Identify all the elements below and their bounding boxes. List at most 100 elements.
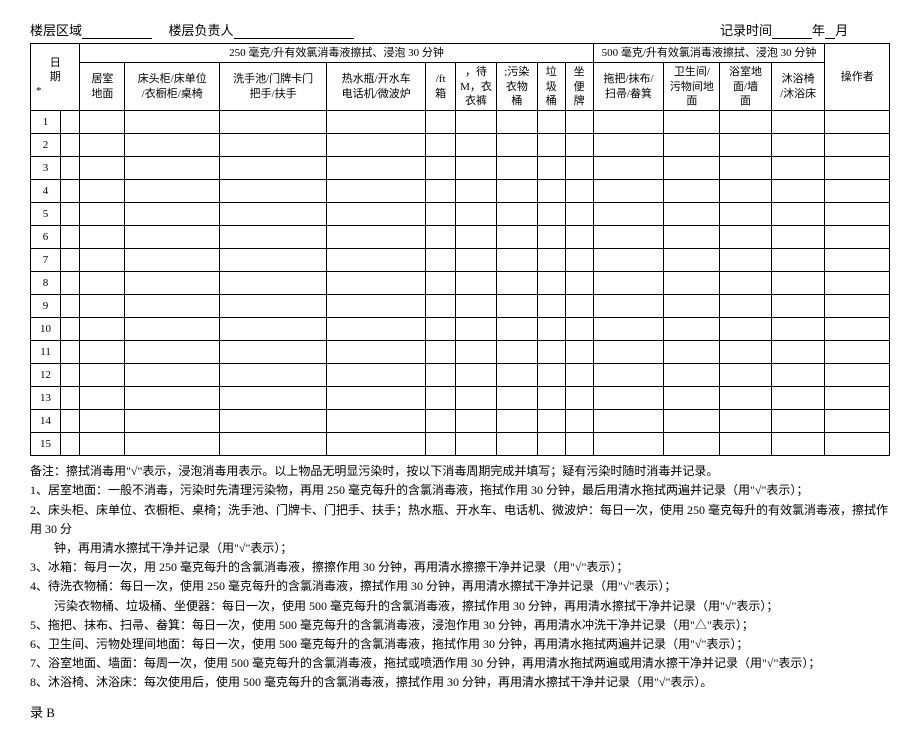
cell — [456, 295, 497, 318]
cell — [593, 180, 664, 203]
cell — [426, 387, 456, 410]
cell — [825, 272, 890, 295]
cell — [593, 157, 664, 180]
cell — [565, 249, 593, 272]
col-g1-0: 居室 地面 — [80, 63, 125, 111]
cell — [771, 249, 825, 272]
cell — [327, 295, 426, 318]
cell — [456, 318, 497, 341]
cell — [771, 180, 825, 203]
cell — [565, 295, 593, 318]
cell — [664, 341, 720, 364]
cell — [80, 410, 125, 433]
cell — [593, 410, 664, 433]
cell — [496, 111, 537, 134]
cell — [61, 111, 80, 134]
table-row: 4 — [31, 180, 890, 203]
cell — [537, 111, 565, 134]
month-blank — [825, 24, 835, 39]
cell — [125, 203, 219, 226]
note-line: 5、拖把、抹布、扫帚、畚箕：每日一次，使用 500 毫克每升的含氯消毒液，浸泡作… — [30, 616, 890, 635]
cell — [219, 157, 326, 180]
cell — [125, 387, 219, 410]
cell — [720, 295, 772, 318]
table-head: 日 期 * 250 毫克/升有效氯消毒液擦拭、浸泡 30 分钟 500 毫克/升… — [31, 44, 890, 111]
cell — [720, 203, 772, 226]
cell — [825, 203, 890, 226]
cell — [537, 249, 565, 272]
cell — [219, 410, 326, 433]
cell — [593, 134, 664, 157]
col-date: 日 期 * — [31, 44, 80, 111]
cell — [327, 433, 426, 456]
cell — [61, 180, 80, 203]
disinfection-table: 日 期 * 250 毫克/升有效氯消毒液擦拭、浸泡 30 分钟 500 毫克/升… — [30, 43, 890, 456]
col-g1-3: 热水瓶/开水车 电话机/微波炉 — [327, 63, 426, 111]
cell — [537, 295, 565, 318]
cell — [664, 180, 720, 203]
cell — [565, 318, 593, 341]
cell — [80, 249, 125, 272]
cell — [125, 226, 219, 249]
cell — [125, 180, 219, 203]
cell — [537, 364, 565, 387]
cell — [426, 272, 456, 295]
cell — [125, 433, 219, 456]
cell — [593, 272, 664, 295]
row-number: 6 — [31, 226, 61, 249]
table-row: 12 — [31, 364, 890, 387]
cell — [456, 157, 497, 180]
cell — [825, 433, 890, 456]
cell — [80, 111, 125, 134]
cell — [426, 295, 456, 318]
cell — [219, 226, 326, 249]
table-row: 10 — [31, 318, 890, 341]
cell — [825, 341, 890, 364]
row-number: 2 — [31, 134, 61, 157]
cell — [327, 318, 426, 341]
cell — [664, 272, 720, 295]
cell — [496, 295, 537, 318]
cell — [771, 433, 825, 456]
person-blank — [234, 24, 354, 39]
cell — [565, 387, 593, 410]
table-row: 11 — [31, 341, 890, 364]
cell — [593, 295, 664, 318]
note-line: 2、床头柜、床单位、衣橱柜、桌椅；洗手池、门牌卡、门把手、扶手；热水瓶、开水车、… — [30, 501, 890, 539]
cell — [664, 203, 720, 226]
cell — [125, 410, 219, 433]
cell — [593, 387, 664, 410]
cell — [664, 410, 720, 433]
cell — [496, 249, 537, 272]
col-g1-5: ，待 M，衣 衣裤 — [456, 63, 497, 111]
cell — [720, 111, 772, 134]
note-line: 污染衣物桶、垃圾桶、坐便器：每日一次，使用 500 毫克每升的含氯消毒液，擦拭作… — [30, 597, 890, 616]
cell — [593, 203, 664, 226]
cell — [593, 111, 664, 134]
cell — [825, 364, 890, 387]
cell — [456, 433, 497, 456]
cell — [80, 433, 125, 456]
note-line: 1、居室地面：一般不消毒，污染时先清理污染物，再用 250 毫克每升的含氯消毒液… — [30, 481, 890, 500]
cell — [565, 203, 593, 226]
cell — [565, 272, 593, 295]
group2-title: 500 毫克/升有效氯消毒液擦拭、浸泡 30 分钟 — [593, 44, 825, 63]
row-number: 12 — [31, 364, 61, 387]
cell — [426, 111, 456, 134]
cell — [496, 180, 537, 203]
cell — [426, 364, 456, 387]
cell — [565, 134, 593, 157]
cell — [80, 134, 125, 157]
cell — [720, 433, 772, 456]
cell — [720, 318, 772, 341]
cell — [456, 203, 497, 226]
table-body: 123456789101112131415 — [31, 111, 890, 456]
cell — [664, 249, 720, 272]
cell — [219, 295, 326, 318]
cell — [537, 203, 565, 226]
month-suffix: 月 — [835, 23, 848, 38]
notes-section: 备注：擦拭消毒用"√"表示，浸泡消毒用表示。以上物品无明显污染时，按以下消毒周期… — [30, 462, 890, 692]
cell — [219, 318, 326, 341]
cell — [456, 410, 497, 433]
cell — [720, 134, 772, 157]
